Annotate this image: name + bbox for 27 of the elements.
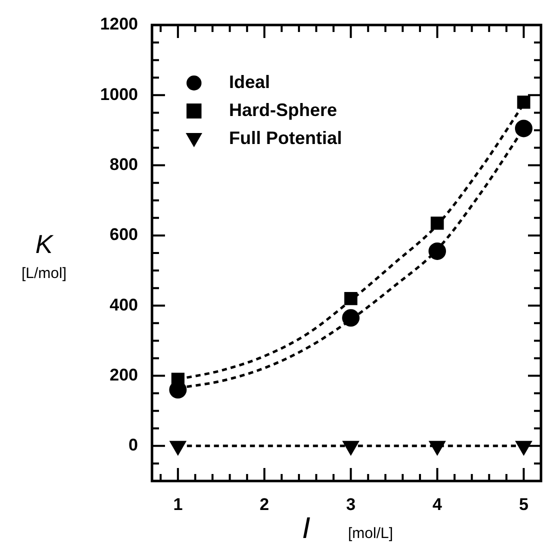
x-tick-label: 5: [518, 494, 528, 514]
y-tick-label: 800: [110, 154, 138, 174]
point: [430, 440, 446, 455]
y-tick-label: 400: [110, 295, 138, 314]
x-tick-label: 2: [260, 494, 270, 514]
legend-label: Full Potential: [229, 128, 342, 148]
legend-label: Ideal: [229, 72, 270, 92]
point: [343, 440, 359, 455]
y-tick-label: 200: [110, 365, 138, 384]
point: [342, 309, 360, 327]
y-tick-label: 0: [128, 436, 138, 455]
x-tick-label: 3: [346, 494, 356, 514]
y-tick-label: 1000: [100, 84, 138, 104]
y-axis-title: K [L/mol]: [21, 229, 67, 282]
point: [517, 96, 530, 109]
text: I [mol/L]: [302, 512, 394, 545]
point: [516, 440, 532, 455]
legend-label: Hard-Sphere: [229, 100, 338, 120]
point: [428, 242, 446, 260]
point: [514, 120, 532, 138]
x-tick-label: 1: [173, 494, 183, 514]
y-tick-label: 600: [110, 225, 138, 244]
point: [344, 292, 358, 306]
y-tick-label: 1200: [100, 14, 138, 34]
point: [430, 216, 444, 230]
point: [170, 440, 186, 455]
x-tick-label: 4: [432, 494, 443, 514]
